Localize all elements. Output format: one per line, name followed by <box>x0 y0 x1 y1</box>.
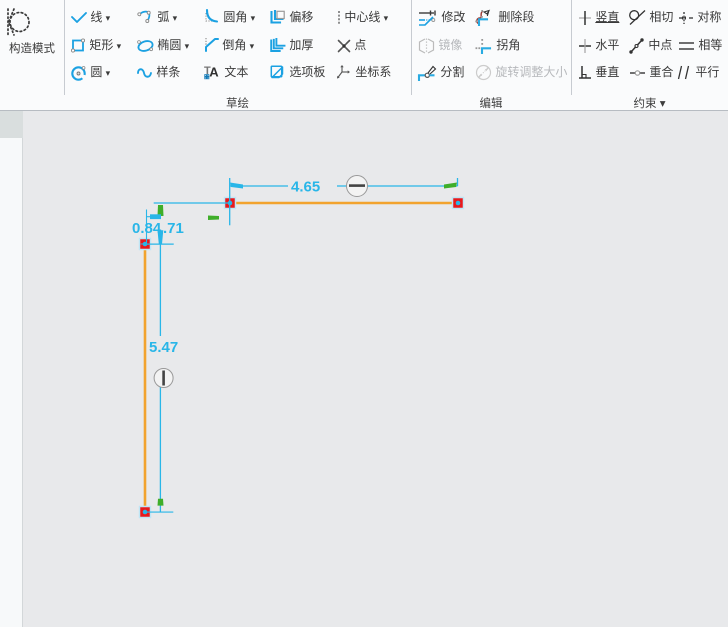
svg-text:0.84: 0.84 <box>132 220 162 237</box>
svg-text:A: A <box>209 65 219 80</box>
svg-text:5.47: 5.47 <box>149 339 178 356</box>
svg-text:.71: .71 <box>163 220 184 237</box>
svg-text:4.65: 4.65 <box>291 179 320 196</box>
